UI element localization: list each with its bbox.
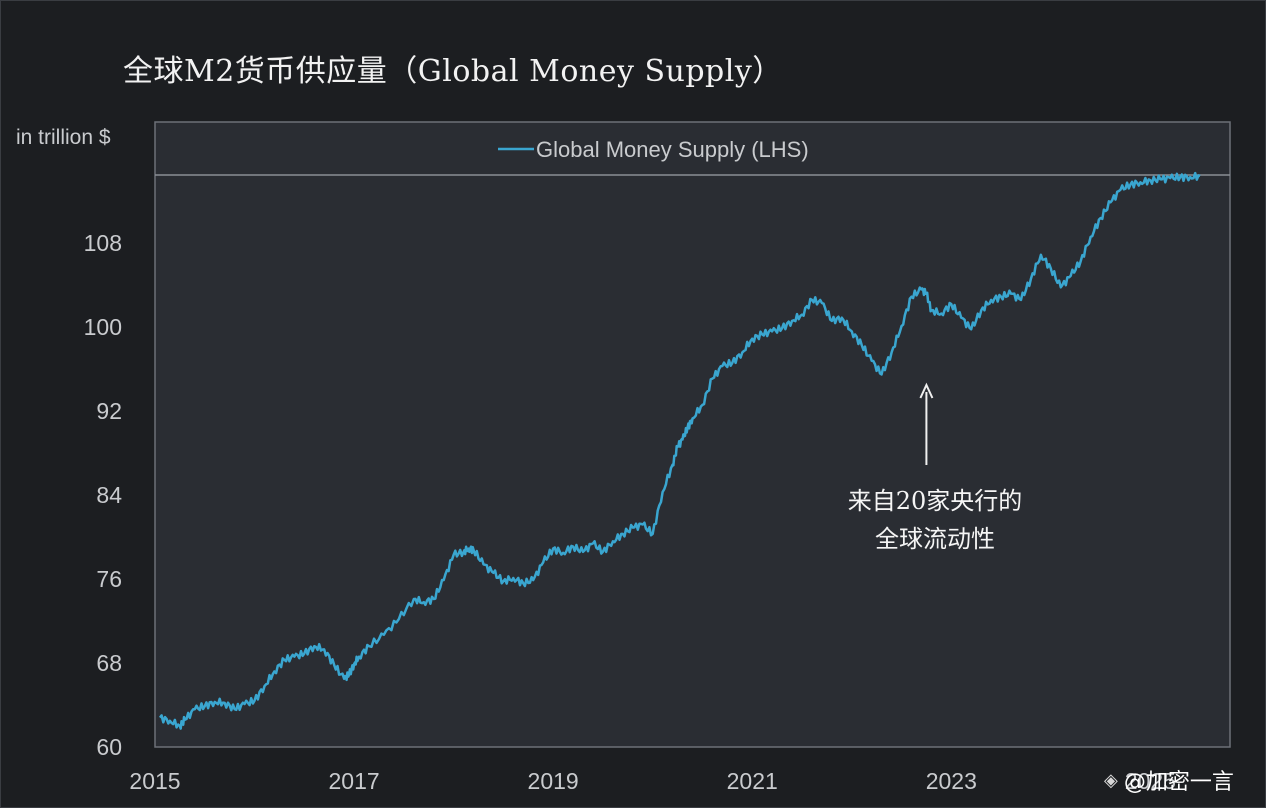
watermark-text: @加密一言	[1123, 770, 1234, 795]
diamond-logo-icon: ◈	[1104, 769, 1118, 791]
watermark: ◈ @加密一言	[1104, 764, 1234, 796]
y-tick-label: 76	[96, 566, 122, 592]
y-axis-unit-label: in trillion $	[16, 126, 111, 149]
x-tick-label: 2025	[1125, 768, 1176, 794]
legend-entry: Global Money Supply (LHS)	[536, 137, 809, 162]
annotation-label: 来自20家央行的 全球流动性	[835, 482, 1035, 558]
x-tick-label: 2019	[528, 768, 579, 794]
y-tick-label: 92	[96, 398, 122, 424]
x-tick-label: 2015	[129, 768, 180, 794]
x-tick-label: 2017	[328, 768, 379, 794]
annotation-arrow-head	[919, 382, 934, 399]
series-line-global-money-supply	[158, 171, 1201, 730]
y-tick-label: 84	[96, 482, 122, 508]
y-tick-label: 60	[96, 734, 122, 760]
x-tick-label: 2023	[926, 768, 977, 794]
annotation-line-1: 来自20家央行的	[847, 487, 1023, 515]
x-tick-label: 2021	[727, 768, 778, 794]
plot-area	[154, 121, 1231, 748]
chart-title: 全球M2货币供应量（Global Money Supply）	[123, 54, 783, 89]
y-tick-label: 108	[84, 230, 122, 256]
y-tick-label: 68	[96, 650, 122, 676]
annotation-line-2: 全球流动性	[875, 525, 995, 553]
y-tick-label: 100	[84, 314, 122, 340]
